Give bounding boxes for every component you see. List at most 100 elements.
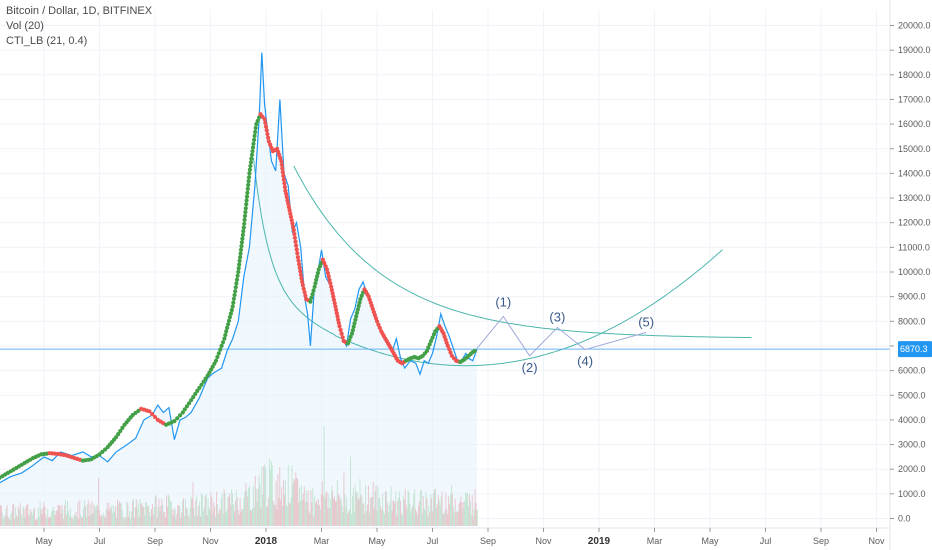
cti-dot-down	[334, 307, 339, 312]
cti-dot-down	[294, 243, 299, 248]
cti-dot-up	[226, 318, 232, 323]
cti-dot-up	[241, 225, 246, 230]
cti-dot-down	[281, 173, 286, 178]
time-tick-label: Sep	[147, 536, 163, 546]
time-axis[interactable]: May Jul Sep Nov 2018 Mar May Jul Sep Nov 2019 Mar Ma…	[0, 527, 890, 547]
cti-dot-up	[316, 267, 321, 272]
price-tick-label: 3000.0	[898, 440, 926, 450]
legend-indicator[interactable]: CTI_LB (21, 0.4)	[6, 35, 88, 47]
cti-dot-up	[195, 388, 200, 393]
wave-label-2: (2)	[522, 360, 538, 375]
cti-dot-up	[239, 244, 244, 249]
cti-dot-up	[100, 449, 105, 454]
price-tick-label: 17000.0	[898, 94, 931, 104]
cti-dot-up	[235, 273, 240, 278]
cti-dot-up	[231, 300, 236, 305]
cti-dot-up	[182, 407, 187, 412]
cti-dot-down	[266, 139, 271, 144]
cti-dot-up	[223, 332, 228, 338]
cti-dot-up	[230, 304, 235, 309]
cti-dot-down	[284, 191, 289, 196]
cti-dot-up	[242, 217, 247, 222]
cti-dot-down	[284, 195, 289, 200]
cti-dot-down	[291, 228, 296, 233]
cti-dot-up	[233, 285, 238, 290]
cti-dot-up	[103, 447, 108, 452]
cti-dot-up	[184, 404, 189, 409]
cti-dot-up	[239, 240, 244, 245]
cti-dot-up	[356, 303, 361, 309]
time-tick-label: May	[368, 536, 386, 546]
cti-dot-up	[243, 210, 248, 215]
cti-dot-up	[310, 292, 315, 297]
cti-dot-down	[280, 170, 285, 175]
cti-dot-down	[300, 279, 305, 284]
cti-dot-down	[152, 414, 158, 420]
cti-dot-up	[250, 145, 256, 150]
price-tick-label: 6000.0	[898, 366, 926, 376]
cti-dot-up	[120, 425, 125, 430]
cti-dot-up	[218, 347, 223, 352]
price-tick-label: 14000.0	[898, 168, 931, 178]
cti-dot-up	[358, 297, 363, 302]
cti-dot-up	[247, 167, 252, 172]
time-tick-label: Sep	[480, 536, 496, 546]
cti-dot-up	[236, 266, 241, 271]
cti-dot-up	[252, 133, 257, 138]
cti-dot-up	[353, 317, 358, 322]
cti-dot-up	[427, 342, 432, 347]
cti-dot-down	[301, 286, 306, 291]
price-tick-label: 20000.0	[898, 21, 931, 31]
cti-dot-down	[279, 159, 284, 164]
cti-dot-down	[286, 201, 291, 206]
cti-dot-down	[295, 251, 300, 256]
legend-volume[interactable]: Vol (20)	[6, 20, 44, 32]
cti-dot-up	[254, 122, 259, 127]
cti-dot-down	[327, 277, 332, 282]
cti-dot-down	[331, 297, 337, 302]
legend-symbol[interactable]: Bitcoin / Dollar, 1D, BITFINEX	[6, 5, 153, 17]
cti-dot-down	[303, 293, 308, 298]
cti-dot-up	[246, 175, 252, 180]
cti-dot-up	[359, 293, 364, 298]
wave-label-3: (3)	[549, 309, 565, 324]
cti-dot-down	[264, 128, 269, 133]
cti-dot-down	[297, 265, 302, 270]
cti-dot-up	[237, 262, 242, 267]
time-tick-label: Jul	[94, 536, 106, 546]
cti-dot-up	[175, 416, 180, 421]
cti-dot-up	[308, 299, 313, 304]
cti-dot-down	[320, 257, 325, 262]
cti-dot-down	[335, 314, 340, 319]
trend-curves	[0, 158, 890, 367]
cti-dot-up	[311, 288, 316, 293]
cti-dot-down	[299, 276, 304, 281]
cti-dot-down	[324, 267, 330, 272]
time-tick-label: Mar	[647, 536, 663, 546]
time-tick-label: Jul	[760, 536, 772, 546]
cti-dot-down	[334, 311, 339, 316]
cti-dot-up	[177, 413, 183, 418]
cti-dot-up	[315, 274, 320, 279]
time-tick-label: Nov	[535, 536, 552, 546]
cti-indicator-dots	[0, 112, 477, 480]
cti-dot-up	[250, 149, 255, 154]
cti-dot-up	[253, 129, 258, 135]
cti-dot-down	[300, 283, 305, 288]
cti-dot-up	[227, 315, 232, 320]
wave-label-4: (4)	[577, 354, 593, 369]
cti-dot-down	[374, 319, 380, 324]
cti-dot-down	[331, 294, 336, 299]
cti-dot-up	[352, 321, 357, 326]
cti-dot-down	[286, 205, 291, 210]
cti-dot-down	[279, 162, 284, 167]
cti-dot-up	[189, 398, 194, 403]
cti-dot-down	[447, 347, 452, 352]
price-axis[interactable]: 20000.0 19000.0 18000.0 17000.0 16000.0 15000…	[889, 0, 932, 550]
cti-dot-up	[225, 325, 230, 330]
cti-dot-down	[339, 331, 344, 336]
cti-dot-up	[350, 328, 355, 333]
cti-dot-up	[240, 232, 245, 238]
time-tick-label: Sep	[813, 536, 829, 546]
